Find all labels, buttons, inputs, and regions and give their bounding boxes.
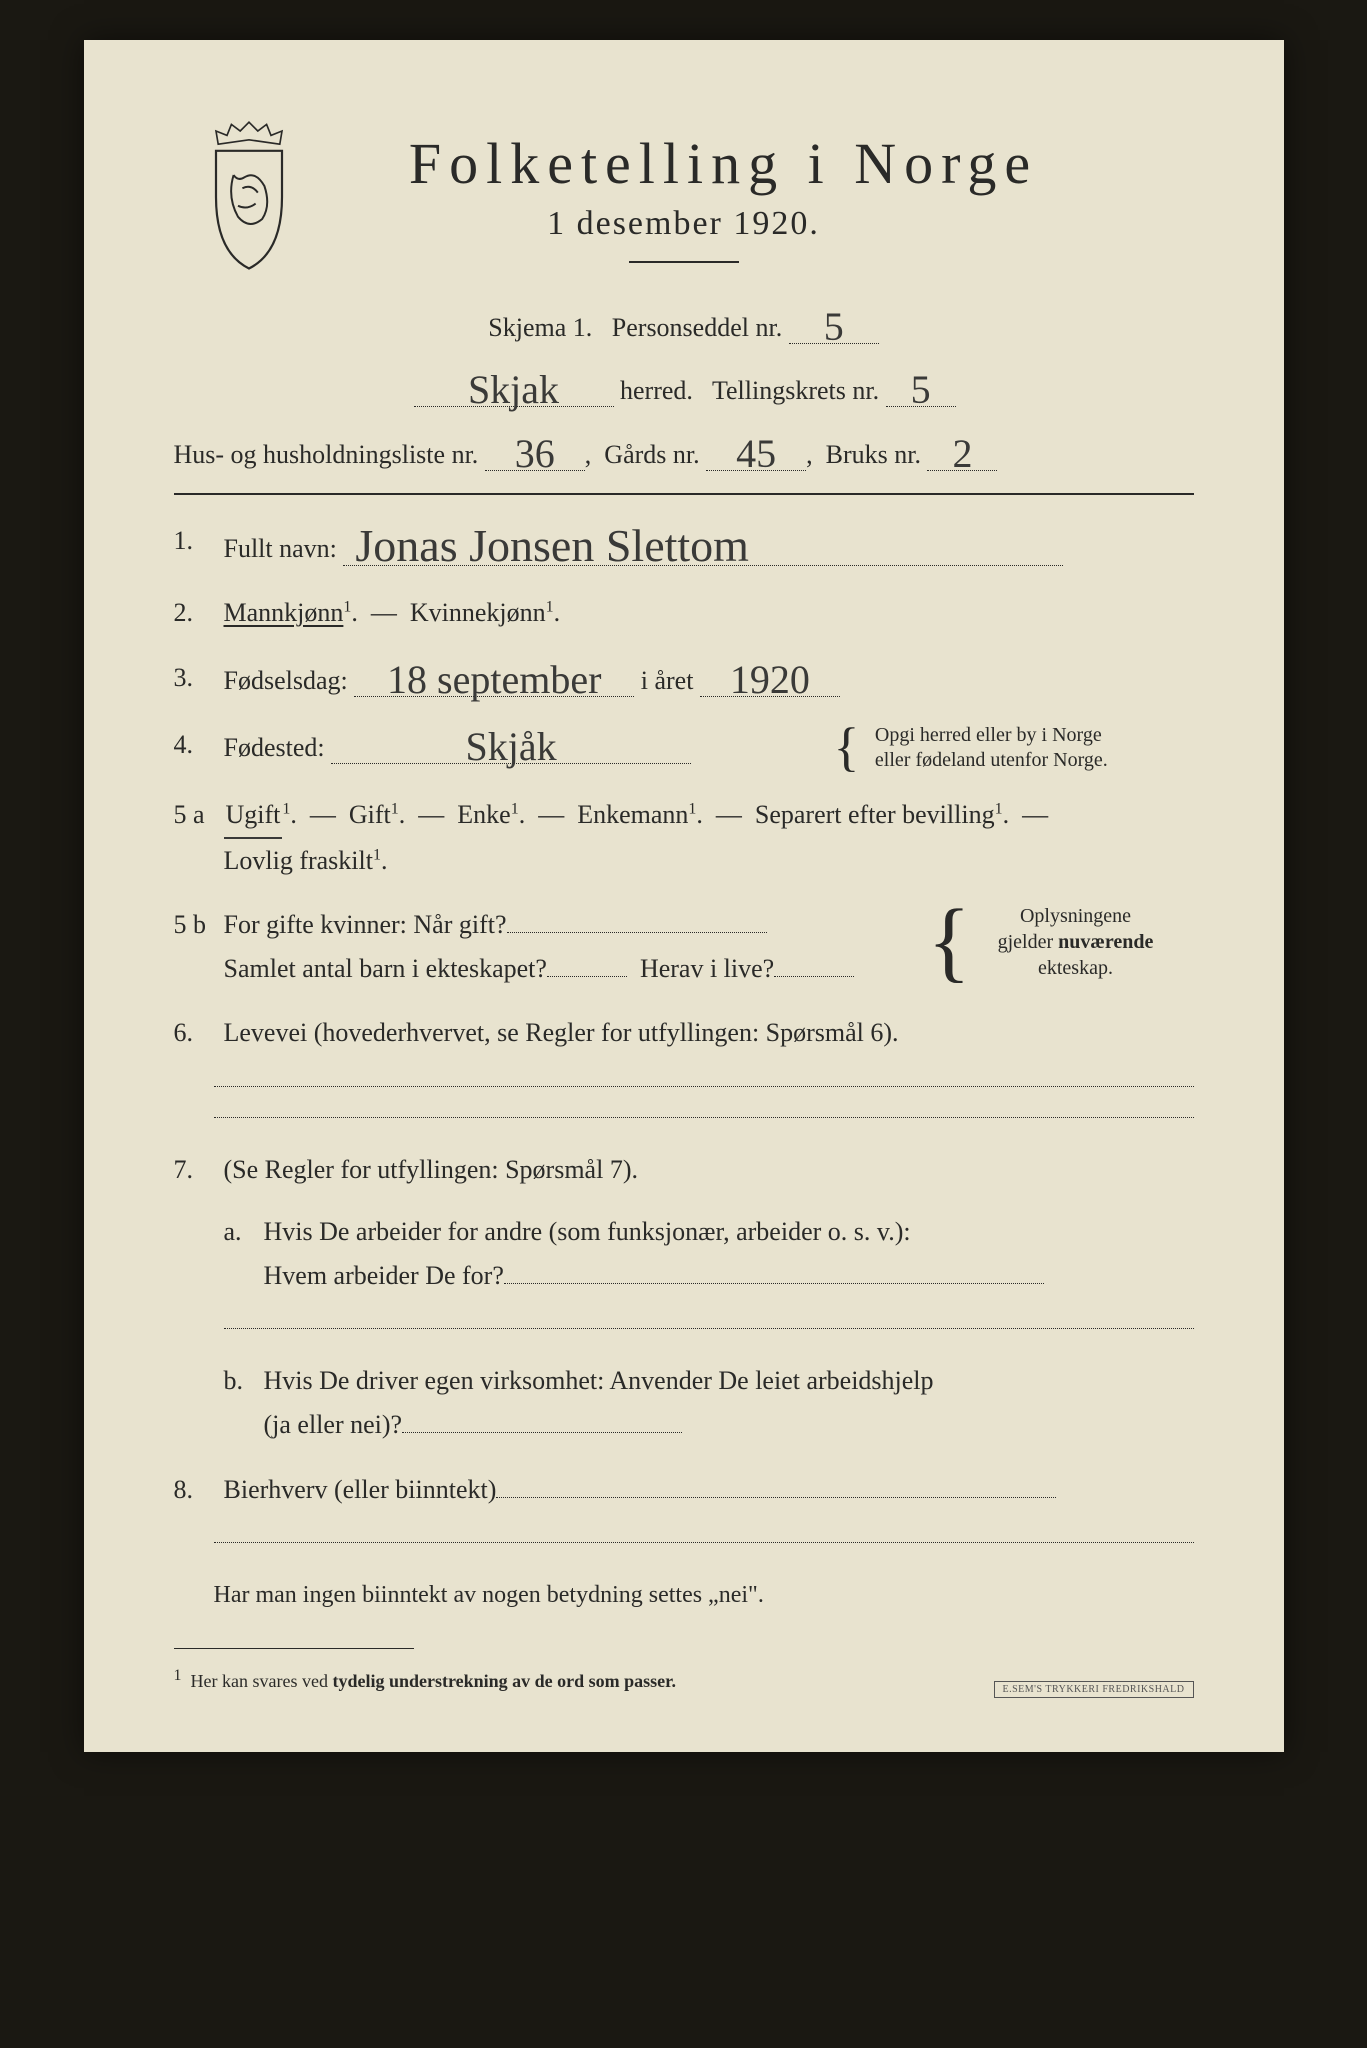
census-form-page: Folketelling i Norge 1 desember 1920. Sk… (84, 40, 1284, 1752)
q7-intro: (Se Regler for utfyllingen: Spørsmål 7). (224, 1155, 638, 1184)
page-title: Folketelling i Norge (174, 130, 1194, 197)
q2-mann: Mannkjønn (224, 598, 344, 627)
q4-label: Fødested: (224, 733, 325, 762)
herred-value: Skjak (468, 367, 559, 412)
q7: 7. (Se Regler for utfyllingen: Spørsmål … (174, 1148, 1194, 1448)
tellingskrets-label: Tellingskrets nr. (712, 376, 879, 405)
q4: 4. Fødested: Skjåk { Opgi herred eller b… (174, 723, 1194, 773)
q6-text: Levevei (hovederhvervet, se Regler for u… (224, 1011, 1194, 1055)
q8-num: 8. (174, 1468, 224, 1512)
herred-label: herred. (620, 376, 693, 405)
q1: 1. Fullt navn: Jonas Jonsen Slettom (174, 519, 1194, 571)
q5a-opt-separert: Separert efter bevilling (755, 800, 995, 829)
q7a-letter: a. (224, 1210, 264, 1298)
q5a-opt-ugift: Ugift (224, 793, 283, 839)
q5b-l1: For gifte kvinner: Når gift? (224, 910, 507, 939)
q7b-text1: Hvis De driver egen virksomhet: Anvender… (264, 1366, 934, 1395)
husliste-nr: 36 (515, 431, 555, 476)
q5a-opt-fraskilt: Lovlig fraskilt (224, 846, 373, 875)
tail-note: Har man ingen biinntekt av nogen betydni… (174, 1573, 1194, 1619)
q3-label: Fødselsdag: (224, 666, 348, 695)
q5a: 5 a Ugift1. — Gift1. — Enke1. — Enkemann… (174, 793, 1194, 883)
q3-year: 1920 (730, 657, 810, 702)
q5b-num: 5 b (174, 903, 224, 991)
husliste-line: Hus- og husholdningsliste nr. 36, Gårds … (174, 430, 1194, 479)
gards-nr: 45 (736, 431, 776, 476)
bruks-label: Bruks nr. (826, 440, 921, 469)
q5b-l2b: Herav i live? (640, 954, 774, 983)
q7b-text2: (ja eller nei)? (264, 1410, 403, 1439)
q7-num: 7. (174, 1148, 224, 1448)
q7a-text2: Hvem arbeider De for? (264, 1261, 504, 1290)
q6-rule2 (214, 1117, 1194, 1118)
q4-num: 4. (174, 723, 224, 773)
herred-line: Skjak herred. Tellingskrets nr. 5 (174, 366, 1194, 415)
q3-num: 3. (174, 656, 224, 703)
q4-note: { Opgi herred eller by i Norge eller fød… (834, 723, 1194, 773)
q5b-l2a: Samlet antal barn i ekteskapet? (224, 954, 547, 983)
footnote-rule (174, 1648, 414, 1649)
coat-of-arms-icon (194, 120, 304, 270)
title-rule (629, 261, 739, 263)
form-id-line: Skjema 1. Personseddel nr. 5 (174, 303, 1194, 352)
personseddel-nr: 5 (824, 304, 844, 349)
q1-label: Fullt navn: (224, 534, 337, 563)
husliste-label: Hus- og husholdningsliste nr. (174, 440, 479, 469)
q7b: b. Hvis De driver egen virksomhet: Anven… (224, 1359, 1194, 1447)
q5a-opt-enkemann: Enkemann (577, 800, 688, 829)
q7a-text1: Hvis De arbeider for andre (som funksjon… (264, 1217, 911, 1246)
gards-label: Gårds nr. (604, 440, 699, 469)
q6: 6. Levevei (hovederhvervet, se Regler fo… (174, 1011, 1194, 1055)
q1-num: 1. (174, 519, 224, 571)
q2-num: 2. (174, 591, 224, 635)
q6-rule1 (214, 1086, 1194, 1087)
tellingskrets-nr: 5 (911, 367, 931, 412)
section-rule (174, 493, 1194, 495)
q8: 8. Bierhverv (eller biinntekt) (174, 1468, 1194, 1512)
q4-value: Skjåk (466, 724, 557, 769)
personseddel-label: Personseddel nr. (612, 313, 782, 342)
q7a-rule (224, 1328, 1194, 1329)
q3-mid: i året (641, 666, 694, 695)
printer-stamp: E.SEM'S TRYKKERI FREDRIKSHALD (994, 1681, 1194, 1698)
q3: 3. Fødselsdag: 18 september i året 1920 (174, 656, 1194, 703)
bruks-nr: 2 (952, 431, 972, 476)
q2: 2. Mannkjønn1. — Kvinnekjønn1. (174, 591, 1194, 635)
q5b: 5 b { Oplysningene gjelder nuværende ekt… (174, 903, 1194, 991)
q5a-num: 5 a (174, 793, 224, 883)
q5b-note: { Oplysningene gjelder nuværende ekteska… (934, 903, 1194, 981)
q5a-opt-gift: Gift (349, 800, 391, 829)
q1-value: Jonas Jonsen Slettom (355, 520, 749, 571)
q8-rule (214, 1542, 1194, 1543)
q7b-letter: b. (224, 1359, 264, 1447)
q3-day: 18 september (387, 657, 601, 702)
q7a: a. Hvis De arbeider for andre (som funks… (224, 1210, 1194, 1298)
header: Folketelling i Norge 1 desember 1920. (174, 130, 1194, 263)
q8-text: Bierhverv (eller biinntekt) (224, 1475, 497, 1504)
q6-num: 6. (174, 1011, 224, 1055)
q5a-opt-enke: Enke (457, 800, 510, 829)
page-subtitle: 1 desember 1920. (174, 205, 1194, 243)
skjema-label: Skjema 1. (488, 313, 592, 342)
q2-kvinne: Kvinnekjønn (410, 598, 546, 627)
